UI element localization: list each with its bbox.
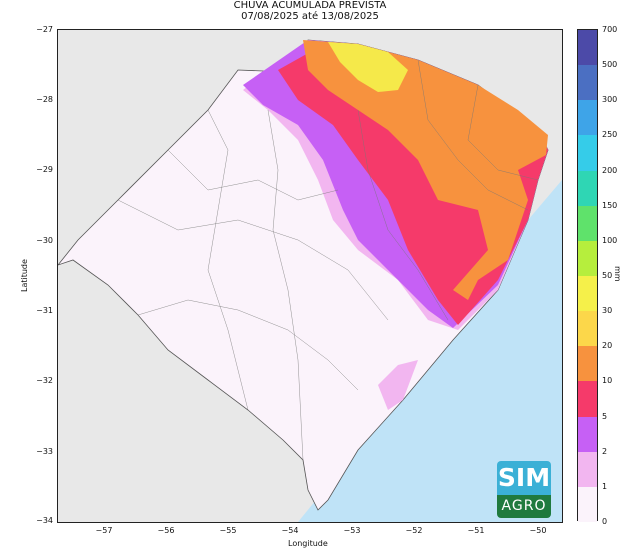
colorbar-unit: mm	[613, 266, 622, 282]
title-line-1: CHUVA ACUMULADA PREVISTA	[233, 0, 387, 11]
colorbar-tick-label: 300	[602, 95, 618, 105]
colorbar-tick-label: 1	[602, 481, 608, 491]
ocean	[298, 180, 562, 522]
chart-title: CHUVA ACUMULADA PREVISTA 07/08/2025 até …	[0, 0, 620, 22]
colorbar-tick-label: 50	[602, 271, 613, 280]
colorbar-segment	[578, 205, 597, 241]
colorbar-segment	[578, 311, 597, 347]
colorbar-segment	[578, 486, 597, 522]
ytick-label: −31	[36, 306, 53, 315]
y-axis-label: Latitude	[20, 259, 29, 292]
colorbar-segment	[578, 170, 597, 206]
rain-zone-20-50mm	[328, 42, 408, 92]
colorbar-tick-label: 500	[602, 60, 618, 70]
colorbar-tick-label: 20	[602, 341, 613, 351]
colorbar-segment	[578, 240, 597, 276]
xtick-label: −52	[405, 526, 423, 535]
ytick-label: −29	[36, 165, 53, 174]
colorbar-tick-label: 5	[602, 411, 608, 421]
xtick-label: −54	[281, 526, 299, 535]
ytick-label: −28	[36, 95, 53, 104]
colorbar-tick-label: 0	[602, 517, 608, 526]
colorbar-tick-label: 30	[602, 306, 613, 316]
rain-zone-coast	[378, 360, 418, 410]
municipal-borders	[117, 59, 539, 461]
ytick-label: −34	[36, 516, 53, 525]
x-axis-label: Longitude	[288, 539, 328, 548]
sim-agro-logo: SIM AGRO	[497, 461, 551, 518]
colorbar-segment	[578, 276, 597, 312]
colorbar	[577, 29, 598, 522]
colorbar-segment	[578, 381, 597, 417]
colorbar-segment	[578, 451, 597, 487]
colorbar-tick-label: 250	[602, 130, 618, 140]
ytick-label: −27	[36, 25, 53, 34]
logo-text-top: SIM	[497, 461, 551, 495]
colorbar-tick-label: 100	[602, 235, 618, 245]
colorbar-segment	[578, 346, 597, 382]
colorbar-tick-label: 150	[602, 200, 618, 210]
xtick-label: −51	[467, 526, 485, 535]
ytick-label: −33	[36, 447, 53, 456]
map-area	[57, 29, 563, 523]
rainfall-map	[58, 39, 562, 522]
colorbar-segment	[578, 416, 597, 452]
colorbar-tick-label: 200	[602, 165, 618, 175]
colorbar-segment	[578, 135, 597, 171]
ytick-label: −30	[36, 236, 53, 245]
ytick-label: −32	[36, 376, 53, 385]
colorbar-segment	[578, 30, 597, 66]
xtick-label: −55	[219, 526, 237, 535]
colorbar-segment	[578, 65, 597, 101]
xtick-label: −53	[343, 526, 361, 535]
xtick-label: −57	[95, 526, 113, 535]
rain-zone-10-20mm	[303, 40, 548, 300]
colorbar-tick-label: 2	[602, 446, 608, 456]
title-line-2: 07/08/2025 até 13/08/2025	[241, 11, 379, 22]
colorbar-tick-label: 10	[602, 376, 613, 386]
colorbar-tick-label: 700	[602, 25, 618, 34]
colorbar-segment	[578, 100, 597, 136]
xtick-label: −50	[529, 526, 547, 535]
xtick-label: −56	[157, 526, 175, 535]
logo-text-bottom: AGRO	[497, 495, 551, 518]
